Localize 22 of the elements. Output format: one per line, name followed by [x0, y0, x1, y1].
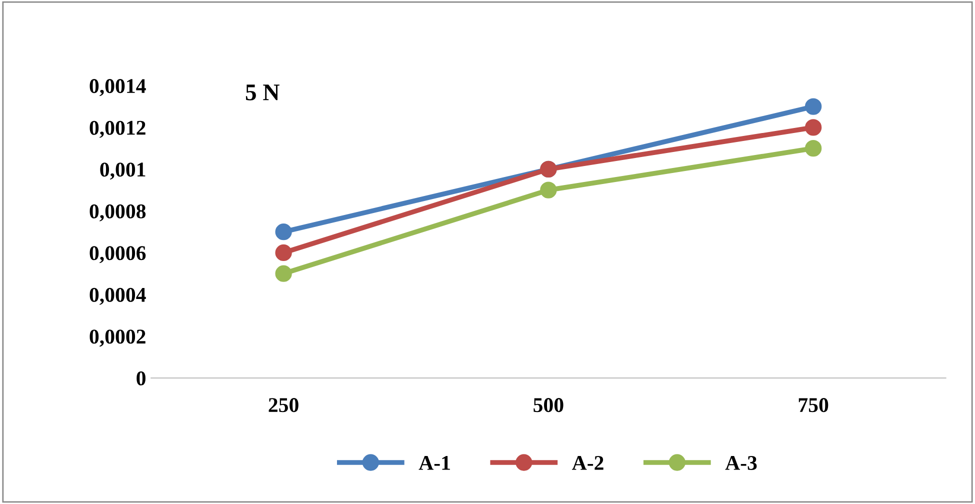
y-tick-label: 0,001: [100, 162, 146, 180]
point: [540, 182, 557, 198]
x-tick-label: 750: [798, 398, 828, 412]
x-tick-label: 500: [534, 398, 564, 412]
legend-label: A-3: [725, 456, 757, 470]
x-tick-label: 250: [268, 398, 298, 412]
y-tick-label: 0: [136, 371, 146, 386]
chart-title: 5 N: [246, 84, 280, 100]
legend-label: A-2: [572, 456, 604, 470]
y-tick-label: 0,0014: [90, 79, 146, 96]
point: [804, 98, 822, 115]
y-tick-label: 0,0002: [90, 330, 146, 347]
y-tick-label: 0,0006: [90, 246, 146, 264]
point: [275, 244, 292, 262]
y-tick-label: 0,0008: [90, 204, 146, 222]
point: [275, 224, 292, 240]
y-tick-label: 0,0004: [90, 288, 146, 305]
y-tick-label: 0,0012: [90, 120, 146, 138]
point: [804, 119, 822, 136]
legend-label: A-1: [418, 456, 450, 470]
point: [275, 265, 292, 282]
point: [804, 140, 822, 157]
